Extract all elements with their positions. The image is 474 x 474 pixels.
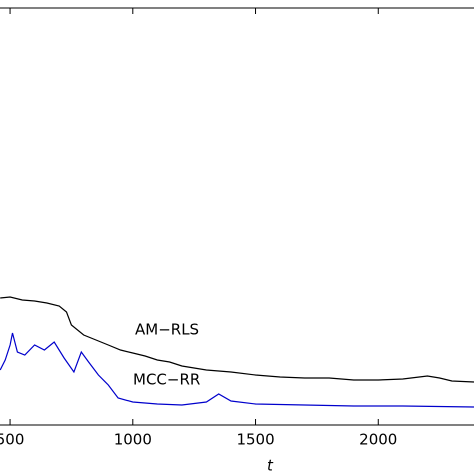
x-tick-label: 500 (0, 431, 24, 449)
x-tick-label: 1500 (236, 431, 274, 449)
x-axis-label: t (267, 457, 274, 474)
x-tick-label: 1000 (114, 431, 152, 449)
line-series (0, 332, 474, 408)
series-label: MCC−RR (133, 371, 200, 389)
series-label: AM−RLS (135, 321, 199, 339)
line-series (0, 296, 474, 383)
x-tick-label: 2000 (359, 431, 397, 449)
